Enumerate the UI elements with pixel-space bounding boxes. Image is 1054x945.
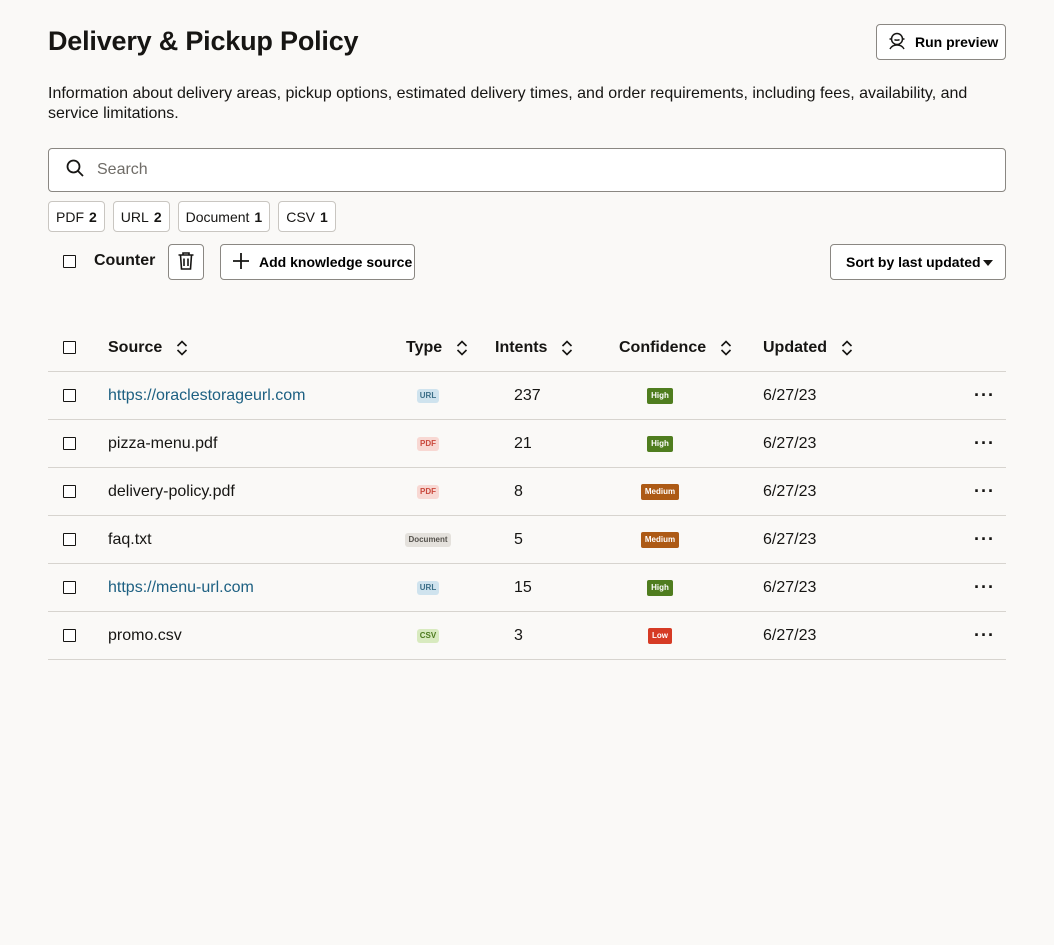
sort-dropdown-label: Sort by last updated [846,254,981,270]
intents-count: 21 [514,434,532,452]
column-header-label: Intents [495,338,548,356]
intents-count: 5 [514,530,523,548]
table-row: https://menu-url.com URL 15 High 6/27/23… [48,564,1006,612]
confidence-badge: Low [648,627,672,644]
type-tag: CSV [416,628,440,643]
filter-chip-document[interactable]: Document 1 [177,201,271,232]
filter-chip-count: 2 [153,208,162,225]
column-header-confidence[interactable]: Confidence [619,324,732,371]
column-header-source[interactable]: Source [108,324,188,371]
column-header-intents[interactable]: Intents [495,324,573,371]
type-tag: Document [405,532,451,547]
run-preview-label: Run preview [915,34,999,50]
search-input[interactable] [97,161,977,179]
more-icon[interactable]: ··· [974,529,995,549]
add-knowledge-source-button[interactable]: Add knowledge source [220,244,415,280]
trash-icon [177,251,195,274]
filter-chip-label: CSV [286,208,316,225]
table-row: faq.txt Document 5 Medium 6/27/23 ··· [48,516,1006,564]
more-icon[interactable]: ··· [974,481,995,501]
column-header-updated[interactable]: Updated [763,324,853,371]
row-checkbox[interactable] [63,389,76,402]
table-header-row: Source Type Intents Confidence Updated [48,324,1006,372]
run-preview-button[interactable]: Run preview [876,24,1006,60]
filter-chip-label: URL [120,208,149,225]
add-knowledge-source-label: Add knowledge source [259,254,413,270]
filter-chip-csv[interactable]: CSV 1 [278,201,336,232]
filter-chip-pdf[interactable]: PDF 2 [48,201,105,232]
caret-down-icon [983,260,993,266]
column-header-label: Type [406,338,443,356]
column-header-label: Source [108,338,163,356]
updated-date: 6/27/23 [763,530,817,548]
type-tag: URL [416,388,440,403]
row-checkbox[interactable] [63,485,76,498]
filter-chip-count: 1 [320,208,328,225]
intents-count: 15 [514,578,532,596]
source-name: promo.csv [108,626,182,644]
select-all-toolbar-checkbox[interactable] [63,255,76,268]
filter-chip-count: 2 [89,208,97,225]
column-header-label: Confidence [619,338,707,356]
type-tag: URL [416,580,440,595]
confidence-badge: High [647,435,673,452]
sort-icon [177,339,188,356]
row-checkbox[interactable] [63,629,76,642]
confidence-badge: High [647,579,673,596]
row-checkbox[interactable] [63,581,76,594]
more-icon[interactable]: ··· [974,625,995,645]
sort-icon [721,339,732,356]
updated-date: 6/27/23 [763,578,817,596]
intents-count: 237 [514,386,541,404]
agent-icon [887,31,907,54]
selection-counter: Counter [94,252,156,269]
filter-chip-count: 1 [254,208,263,225]
column-header-type[interactable]: Type [406,324,468,371]
updated-date: 6/27/23 [763,626,817,644]
table-row: pizza-menu.pdf PDF 21 High 6/27/23 ··· [48,420,1006,468]
intents-count: 3 [514,626,523,644]
source-link[interactable]: https://oraclestorageurl.com [108,386,306,404]
search-box[interactable] [48,148,1006,192]
source-name: faq.txt [108,530,152,548]
column-header-label: Updated [763,338,827,356]
select-all-checkbox[interactable] [63,341,76,354]
source-name: delivery-policy.pdf [108,482,235,500]
source-name: pizza-menu.pdf [108,434,218,452]
confidence-badge: Medium [640,483,680,500]
sort-icon [562,339,573,356]
filter-chip-label: PDF [56,208,84,225]
knowledge-sources-table: Source Type Intents Confidence Updated h… [48,324,1006,660]
type-tag: PDF [417,436,439,451]
filter-chip-label: Document [185,208,250,225]
source-link[interactable]: https://menu-url.com [108,578,254,596]
confidence-badge: High [647,387,673,404]
sort-dropdown[interactable]: Sort by last updated [830,244,1006,280]
updated-date: 6/27/23 [763,386,817,404]
intents-count: 8 [514,482,523,500]
row-checkbox[interactable] [63,533,76,546]
type-tag: PDF [417,484,439,499]
updated-date: 6/27/23 [763,434,817,452]
page-title: Delivery & Pickup Policy [48,26,359,56]
filter-chips: PDF 2 URL 2 Document 1 CSV 1 [48,201,336,232]
page-description: Information about delivery areas, pickup… [48,85,968,122]
filter-chip-url[interactable]: URL 2 [112,201,170,232]
table-row: delivery-policy.pdf PDF 8 Medium 6/27/23… [48,468,1006,516]
more-icon[interactable]: ··· [974,433,995,453]
more-icon[interactable]: ··· [974,577,995,597]
table-row: https://oraclestorageurl.com URL 237 Hig… [48,372,1006,420]
sort-icon [841,339,853,356]
plus-icon [231,251,251,274]
updated-date: 6/27/23 [763,482,817,500]
search-icon [65,158,85,183]
confidence-badge: Medium [640,531,680,548]
delete-button[interactable] [168,244,204,280]
row-checkbox[interactable] [63,437,76,450]
sort-icon [457,339,468,356]
more-icon[interactable]: ··· [974,385,995,405]
table-row: promo.csv CSV 3 Low 6/27/23 ··· [48,612,1006,660]
